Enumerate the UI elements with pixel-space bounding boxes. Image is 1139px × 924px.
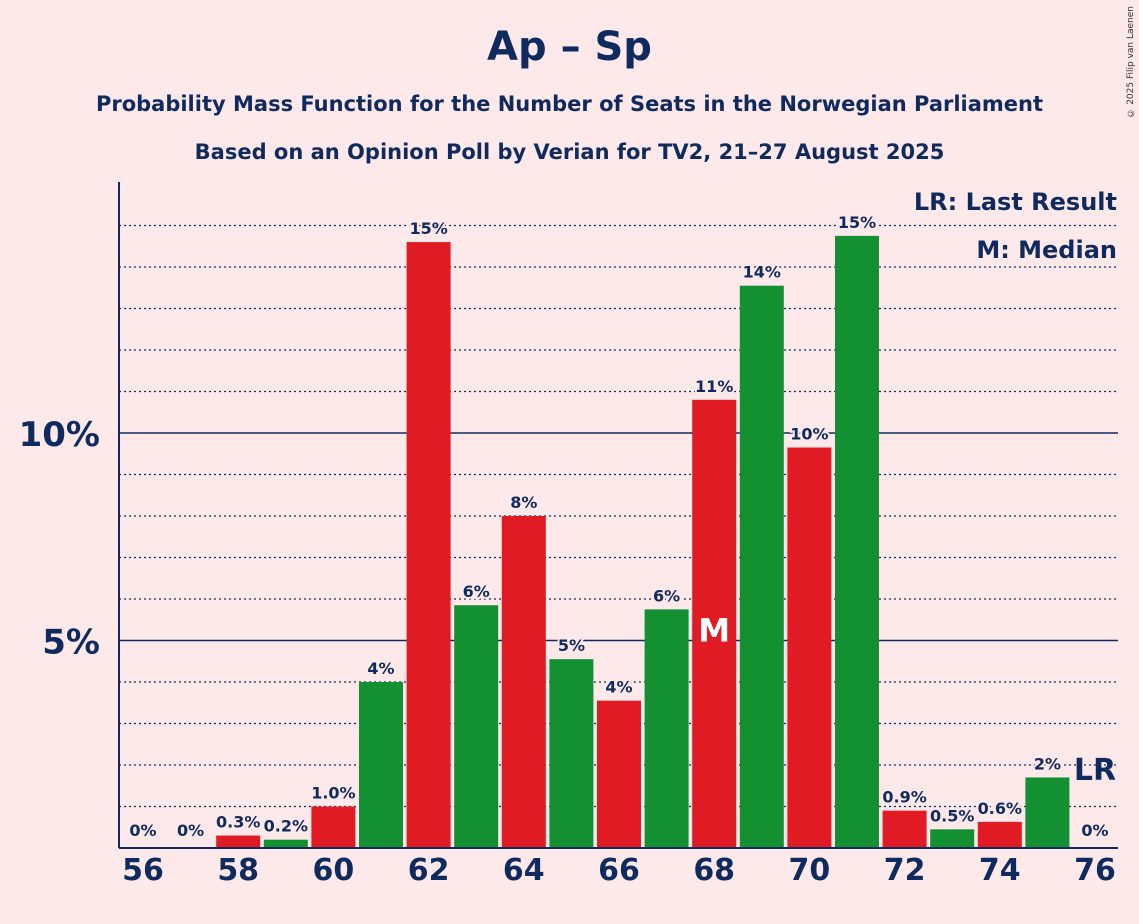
x-tick-label: 68 xyxy=(693,853,735,888)
x-tick-label: 70 xyxy=(789,853,831,888)
data-label-seat-59: 0.2% xyxy=(264,817,308,836)
bar-seat-58 xyxy=(216,835,261,848)
data-label-seat-70: 10% xyxy=(790,425,828,444)
bar-seat-65 xyxy=(549,659,594,848)
bar-seat-73 xyxy=(930,829,975,848)
data-label-seat-61: 4% xyxy=(367,659,394,678)
x-tick-label: 76 xyxy=(1074,853,1116,888)
data-label-seat-67: 6% xyxy=(653,586,680,605)
bar-seat-60 xyxy=(311,806,356,848)
median-marker: M xyxy=(698,612,730,650)
x-tick-label: 74 xyxy=(979,853,1021,888)
chart-title: Ap – Sp xyxy=(487,24,652,70)
bar-seat-70 xyxy=(787,447,832,848)
data-label-seat-66: 4% xyxy=(605,678,632,697)
bar-seat-66 xyxy=(597,700,641,848)
bar-seat-75 xyxy=(1025,777,1070,848)
data-label-seat-58: 0.3% xyxy=(216,813,260,832)
data-label-seat-60: 1.0% xyxy=(311,784,355,803)
y-tick-label: 10% xyxy=(19,415,100,455)
x-tick-label: 66 xyxy=(598,853,640,888)
data-label-seat-69: 14% xyxy=(743,263,781,282)
x-tick-label: 56 xyxy=(122,853,164,888)
data-label-seat-71: 15% xyxy=(838,213,876,232)
data-label-seat-75: 2% xyxy=(1034,754,1061,773)
x-tick-label: 62 xyxy=(408,853,450,888)
data-label-seat-62: 15% xyxy=(409,219,447,238)
bar-seat-62 xyxy=(406,242,451,849)
bar-seat-68 xyxy=(692,399,737,848)
bar-seat-69 xyxy=(739,285,784,848)
bar-seat-67 xyxy=(644,609,689,848)
x-tick-label: 58 xyxy=(217,853,259,888)
data-label-seat-73: 0.5% xyxy=(930,806,974,825)
bar-seat-64 xyxy=(501,516,546,848)
bar-seat-61 xyxy=(359,682,403,848)
x-tick-label: 72 xyxy=(884,853,926,888)
data-label-seat-63: 6% xyxy=(463,582,490,601)
data-label-seat-57: 0% xyxy=(177,821,204,840)
bar-seat-63 xyxy=(454,605,499,848)
data-label-seat-64: 8% xyxy=(510,493,537,512)
data-label-seat-76: 0% xyxy=(1081,821,1108,840)
chart-subtitle-2: Based on an Opinion Poll by Verian for T… xyxy=(194,140,945,164)
data-label-seat-74: 0.6% xyxy=(978,799,1022,818)
bar-seat-72 xyxy=(882,810,927,848)
bar-seat-59 xyxy=(263,839,308,848)
x-tick-label: 64 xyxy=(503,853,545,888)
x-tick-label: 60 xyxy=(313,853,355,888)
bar-seat-71 xyxy=(835,235,879,848)
legend-entry: M: Median xyxy=(976,236,1117,264)
bar-seat-74 xyxy=(977,821,1022,848)
data-label-seat-56: 0% xyxy=(129,821,156,840)
chart-subtitle-1: Probability Mass Function for the Number… xyxy=(95,92,1044,116)
data-label-seat-68: 11% xyxy=(695,377,733,396)
y-tick-label: 5% xyxy=(42,623,100,663)
last-result-marker: LR xyxy=(1074,753,1116,788)
data-label-seat-72: 0.9% xyxy=(882,788,926,807)
legend-entry: LR: Last Result xyxy=(914,188,1117,216)
data-label-seat-65: 5% xyxy=(558,636,585,655)
